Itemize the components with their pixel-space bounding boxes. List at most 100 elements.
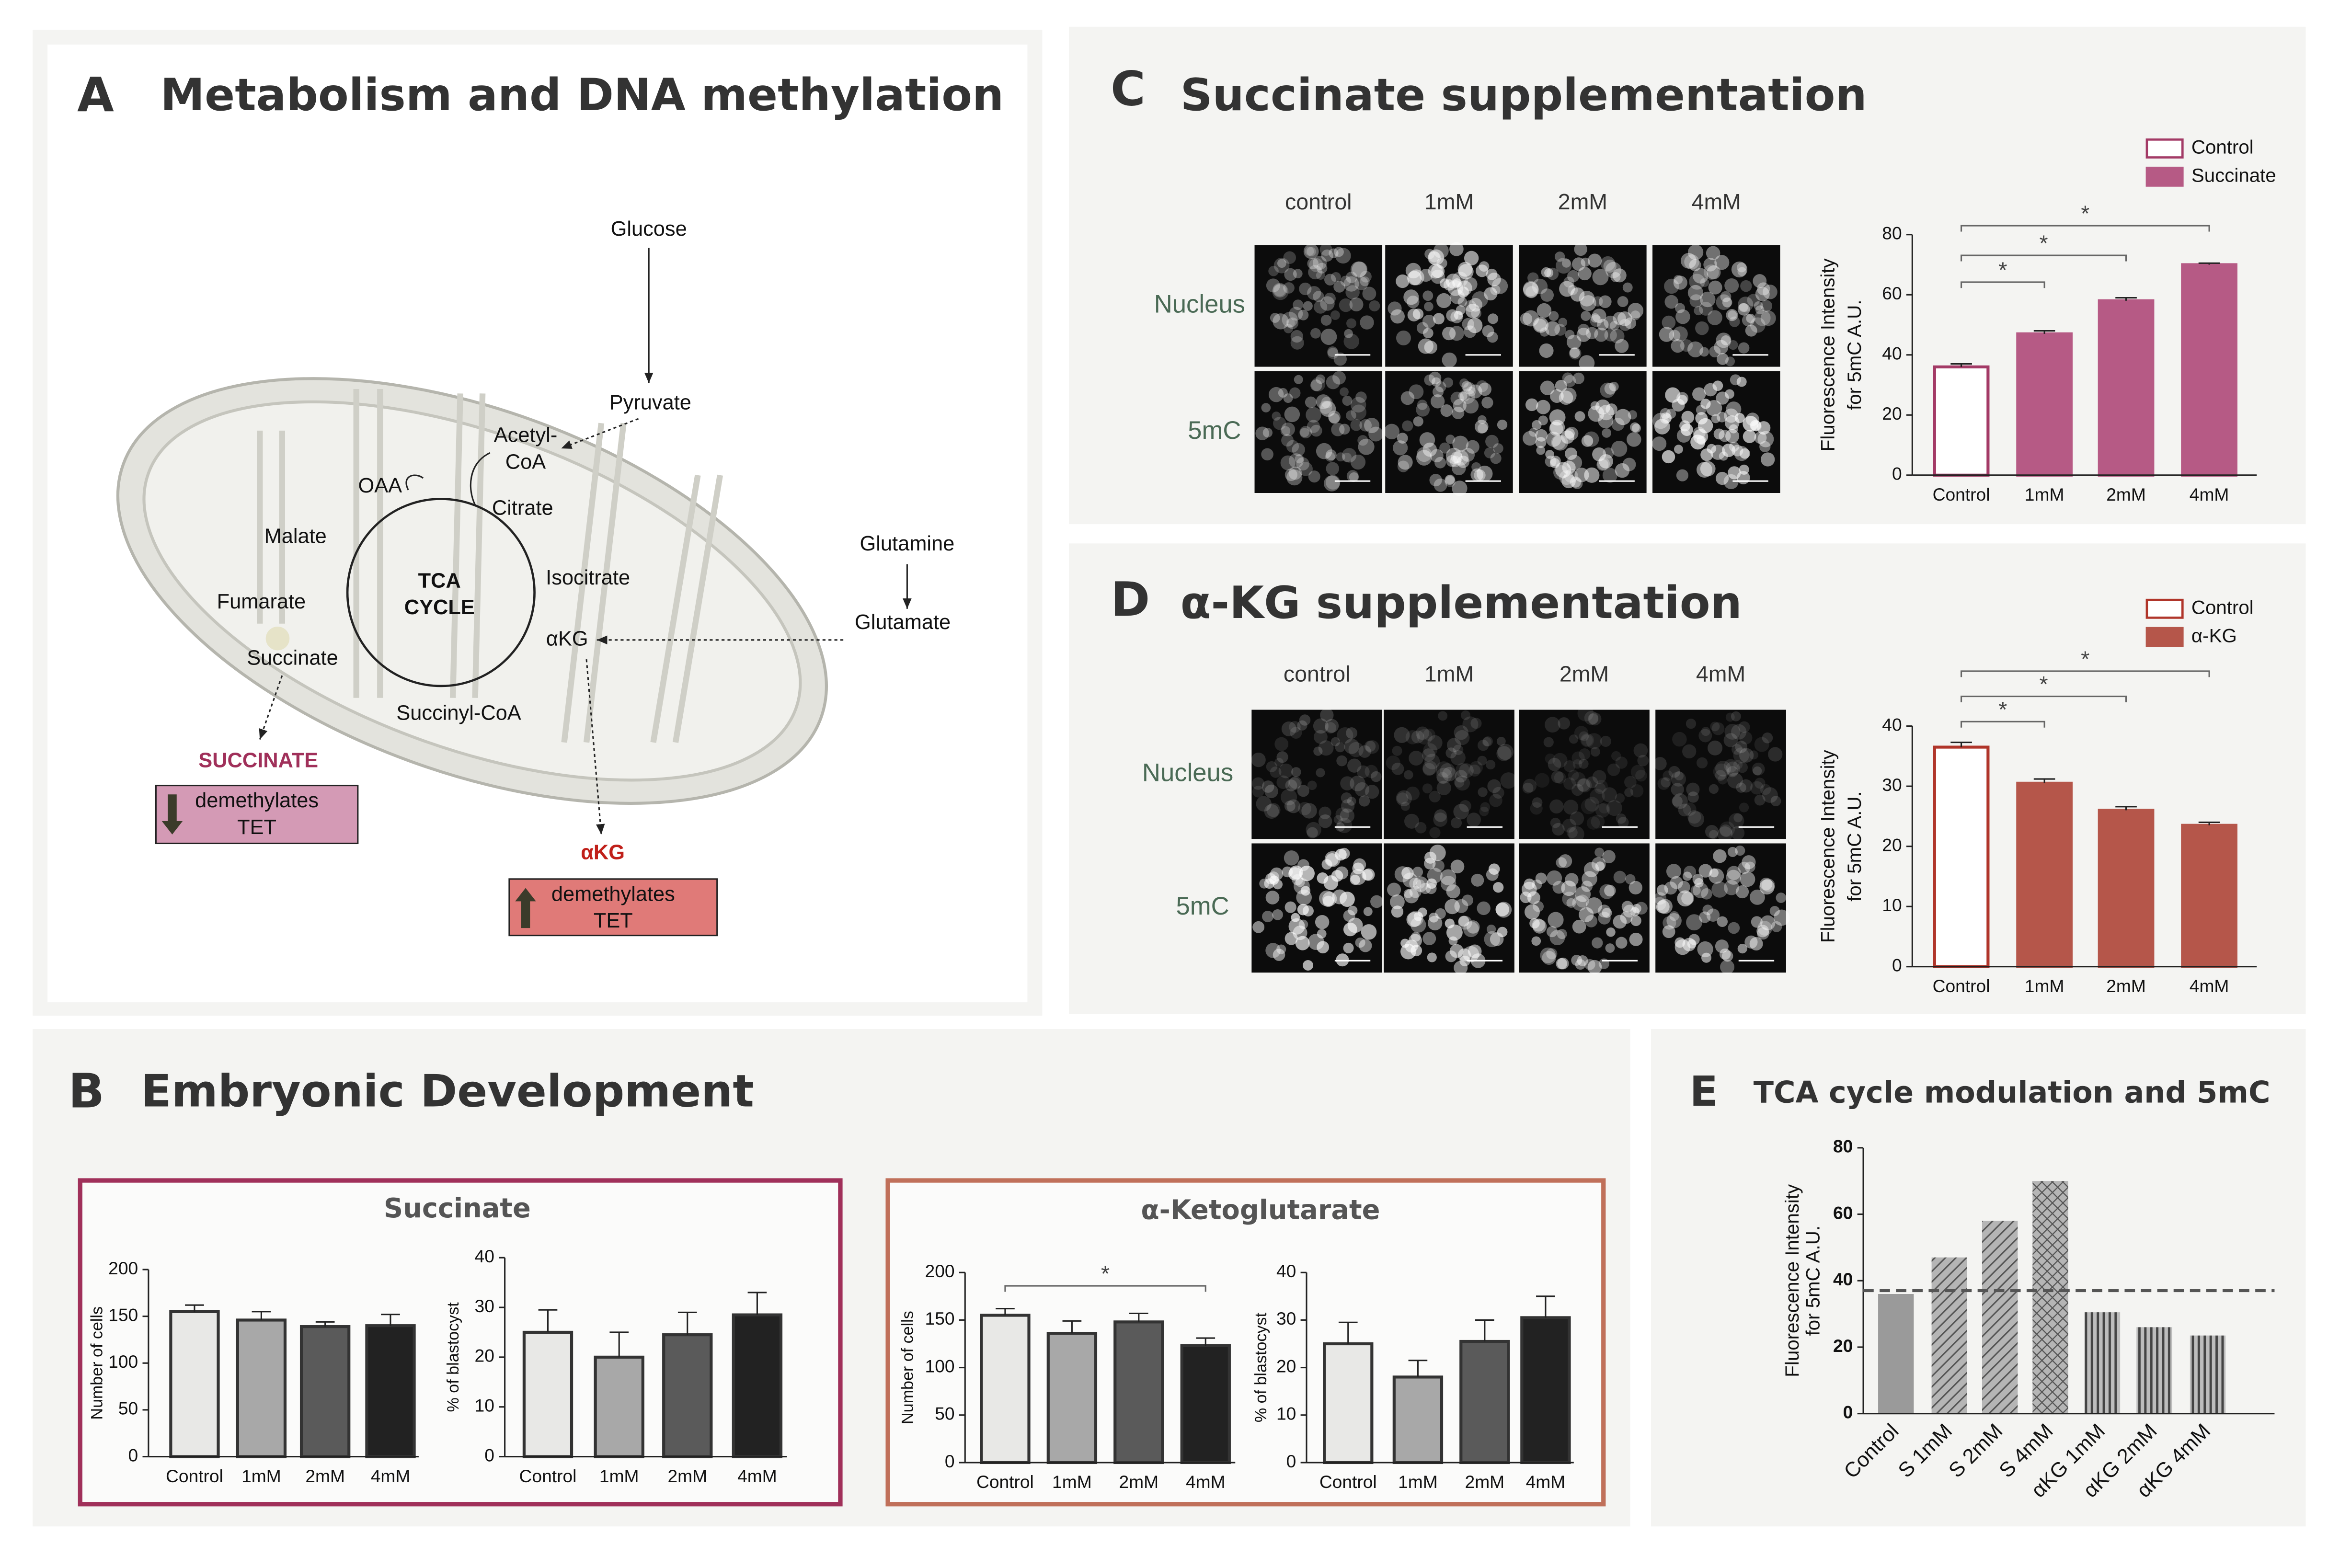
nucleus-spot <box>1674 937 1686 948</box>
nucleus-spot <box>1747 294 1760 307</box>
nucleus-spot <box>1654 419 1670 435</box>
nucleus-spot <box>1728 310 1737 320</box>
nucleus-spot <box>1571 257 1586 271</box>
nucleus-spot <box>1369 300 1380 312</box>
diagram-label: Glutamine <box>860 532 955 555</box>
nucleus-spot <box>1330 310 1340 320</box>
nucleus-spot <box>1341 792 1352 804</box>
nucleus-spot <box>1428 249 1445 265</box>
nucleus-spot <box>1572 372 1584 384</box>
bar <box>2032 1181 2068 1414</box>
nucleus-spot <box>1657 884 1668 896</box>
nucleus-spot <box>1735 845 1745 856</box>
nucleus-spot <box>1442 326 1456 341</box>
nucleus-spot <box>1565 426 1579 440</box>
y-tick-label: 10 <box>475 1396 494 1416</box>
nucleus-spot <box>1622 458 1636 471</box>
nucleus-spot <box>1713 428 1725 440</box>
nucleus-spot <box>1613 870 1627 884</box>
down-arrow <box>161 794 183 835</box>
nucleus-spot <box>1698 864 1712 878</box>
nucleus-spot <box>1252 786 1264 798</box>
nucleus-spot <box>1328 411 1341 423</box>
diagram-label: Glutamate <box>855 611 951 634</box>
nucleus-spot <box>1554 772 1566 784</box>
nucleus-spot <box>1391 762 1404 775</box>
nucleus-spot <box>1538 415 1548 425</box>
nucleus-spot <box>1255 426 1269 440</box>
nucleus-spot <box>1562 460 1576 475</box>
column-label: 4mM <box>1692 189 1741 214</box>
nucleus-spot <box>1682 744 1697 759</box>
nucleus-spot <box>1702 904 1713 916</box>
nucleus-spot <box>1468 764 1481 777</box>
nucleus-spot <box>1321 397 1333 409</box>
nucleus-spot <box>1264 804 1279 819</box>
nucleus-spot <box>1570 347 1580 358</box>
nucleus-spot <box>1540 380 1555 395</box>
nucleus-spot <box>1680 423 1693 436</box>
nucleus-spot <box>1429 827 1441 838</box>
bar <box>2084 1312 2121 1414</box>
nucleus-spot <box>1481 397 1493 409</box>
x-tick-label: 4mM <box>737 1466 777 1486</box>
y-axis-label: % of blastocyst <box>1252 1312 1270 1422</box>
nucleus-spot <box>1563 777 1576 790</box>
nucleus-spot <box>1346 318 1356 329</box>
nucleus-spot <box>1727 766 1738 778</box>
bar <box>594 1355 644 1458</box>
nucleus-spot <box>1317 941 1330 954</box>
box-text: demethylates <box>195 789 319 812</box>
nucleus-spot <box>1460 389 1475 404</box>
nucleus-spot <box>1459 763 1474 778</box>
nucleus-spot <box>1262 911 1273 923</box>
nucleus-spot <box>1300 428 1309 437</box>
nucleus-spot <box>1471 291 1488 308</box>
nucleus-spot <box>1450 750 1466 766</box>
nucleus-spot <box>1653 757 1667 770</box>
nucleus-spot <box>1466 920 1480 934</box>
nucleus-spot <box>1671 339 1685 353</box>
nucleus-spot <box>1276 775 1290 790</box>
nucleus-spot <box>1276 944 1286 954</box>
nucleus-spot <box>1656 900 1670 914</box>
nucleus-spot <box>1407 295 1420 309</box>
nucleus-spot <box>1753 274 1767 288</box>
nucleus-spot <box>1724 759 1738 773</box>
nucleus-spot <box>1666 913 1682 928</box>
nucleus-spot <box>1461 448 1475 462</box>
nucleus-spot <box>1423 328 1433 339</box>
nucleus-spot <box>1728 466 1741 480</box>
legend-swatch <box>2145 138 2184 159</box>
nucleus-spot <box>1303 960 1314 971</box>
nucleus-spot <box>1574 411 1585 422</box>
nucleus-spot <box>1306 822 1321 838</box>
nucleus-spot <box>1552 823 1565 836</box>
nucleus-spot <box>1436 258 1447 269</box>
nucleus-spot <box>1326 375 1341 389</box>
x-tick-label: 1mM <box>1052 1472 1092 1492</box>
nucleus-spot <box>1579 907 1594 922</box>
nucleus-spot <box>1288 777 1301 790</box>
x-tick-label: Control <box>1933 484 1990 504</box>
nucleus-spot <box>1440 763 1456 778</box>
x-tick-label: Control <box>519 1466 577 1486</box>
nucleus-spot <box>1549 409 1566 426</box>
nucleus-spot <box>1602 428 1612 438</box>
nucleus-spot <box>1686 914 1702 931</box>
nucleus-spot <box>1327 348 1339 359</box>
nucleus-spot <box>1729 316 1740 327</box>
nucleus-spot <box>1307 827 1318 838</box>
nucleus-spot <box>1683 802 1697 816</box>
nucleus-spot <box>1280 426 1291 436</box>
nucleus-spot <box>1488 863 1500 875</box>
nucleus-spot <box>1281 789 1297 805</box>
nucleus-spot <box>1484 287 1498 301</box>
nucleus-spot <box>1396 274 1410 288</box>
nucleus-spot <box>1688 811 1704 827</box>
nucleus-spot <box>1727 866 1741 881</box>
nucleus-spot <box>1500 772 1517 789</box>
nucleus-spot <box>1427 251 1441 265</box>
nucleus-spot <box>1289 721 1301 733</box>
nucleus-spot <box>1715 770 1726 781</box>
